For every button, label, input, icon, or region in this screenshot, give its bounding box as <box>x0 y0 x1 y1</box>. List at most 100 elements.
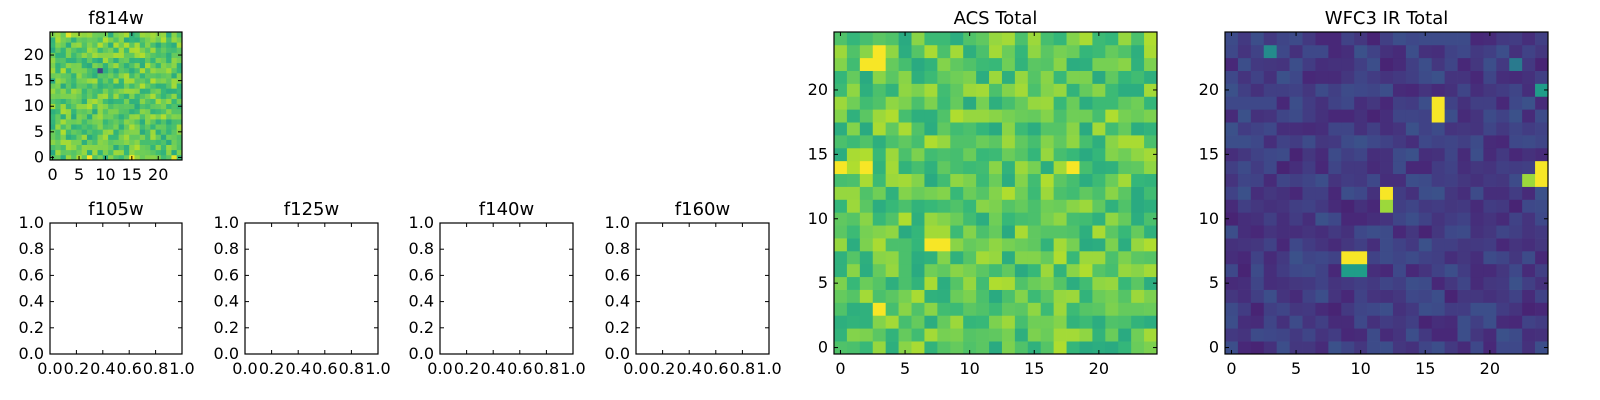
heatmap-cell <box>989 173 1003 187</box>
heatmap-cell <box>1470 186 1484 200</box>
heatmap-cell <box>1118 250 1132 265</box>
heatmap-cell <box>1367 57 1381 71</box>
heatmap-cell <box>1237 160 1252 175</box>
heatmap-cell <box>97 139 104 145</box>
heatmap-cell <box>976 32 990 46</box>
heatmap-cell <box>1457 44 1471 59</box>
heatmap-cell <box>1014 315 1029 329</box>
heatmap-cell <box>129 52 135 58</box>
heatmap-cell <box>1367 83 1381 97</box>
heatmap-cell <box>71 57 77 64</box>
heatmap-cell <box>1328 276 1342 290</box>
heatmap-cell <box>1040 83 1054 97</box>
heatmap-cell <box>171 42 178 48</box>
heatmap-cell <box>1431 225 1445 239</box>
heatmap-cell <box>1328 135 1342 149</box>
heatmap-cell <box>911 83 925 97</box>
heatmap-cell <box>1418 302 1433 316</box>
heatmap-cell <box>134 154 141 161</box>
heatmap-cell <box>1144 160 1158 175</box>
heatmap-cell <box>150 62 156 69</box>
heatmap-cell <box>1131 263 1145 278</box>
heatmap-cell <box>1027 96 1042 110</box>
heatmap-cell <box>1341 57 1355 71</box>
heatmap-cell <box>60 83 67 89</box>
heatmap-cell <box>1263 315 1278 329</box>
heatmap-cell <box>176 67 183 74</box>
heatmap-cell <box>1144 315 1158 329</box>
heatmap-cell <box>1483 70 1497 84</box>
x-tick-label: 0.2 <box>650 359 675 378</box>
heatmap-cell <box>1053 70 1067 84</box>
heatmap-cell <box>1302 328 1316 342</box>
heatmap-cell <box>846 238 861 252</box>
heatmap-cell <box>1237 147 1252 162</box>
heatmap-cell <box>71 52 77 58</box>
heatmap-cell <box>989 289 1003 303</box>
heatmap-cell <box>1131 250 1145 265</box>
heatmap-cell <box>937 147 951 162</box>
heatmap-cell <box>86 154 93 161</box>
heatmap-cell <box>129 93 135 99</box>
axes-frame-wfc3-ir-total <box>1224 31 1549 355</box>
heatmap-cell <box>898 83 912 97</box>
heatmap-cell <box>963 225 977 239</box>
heatmap-cell <box>1040 341 1054 355</box>
heatmap-cell <box>71 113 77 120</box>
heatmap-cell <box>911 32 925 46</box>
heatmap-cell <box>1418 135 1433 149</box>
heatmap-cell <box>1053 302 1067 316</box>
heatmap-cell <box>166 37 172 43</box>
heatmap-cell <box>102 57 109 64</box>
heatmap-cell <box>102 67 109 74</box>
heatmap-cell <box>150 119 156 125</box>
heatmap-cell <box>86 129 93 135</box>
heatmap-cell <box>1431 186 1445 200</box>
heatmap-cell <box>1367 44 1381 59</box>
heatmap-cell <box>950 225 964 239</box>
heatmap-cell <box>898 212 912 226</box>
heatmap-cell <box>1470 341 1484 355</box>
heatmap-cell <box>1483 263 1497 278</box>
heatmap-cell <box>1483 212 1497 226</box>
heatmap-cell <box>1354 160 1368 175</box>
heatmap-cell <box>1483 147 1497 162</box>
heatmap-cell <box>1457 135 1471 149</box>
heatmap-cell <box>65 52 72 58</box>
heatmap-cell <box>1263 212 1278 226</box>
heatmap-cell <box>1237 328 1252 342</box>
heatmap-cell <box>134 93 141 99</box>
heatmap-cell <box>1522 276 1536 290</box>
x-tick-label: 0.0 <box>232 359 257 378</box>
heatmap-cell <box>97 88 104 94</box>
heatmap-cell <box>898 173 912 187</box>
ticks-f105w: 0.0 0.2 0.4 0.6 0.8 1.00.00.20.40.60.81.0 <box>19 213 195 378</box>
heatmap-cell <box>123 42 130 48</box>
heatmap-cell <box>1040 32 1054 46</box>
heatmap-cell <box>1118 238 1132 252</box>
heatmap-cell <box>108 113 114 120</box>
heatmap-cell <box>1470 173 1484 187</box>
heatmap-cell <box>1079 199 1093 213</box>
heatmap-cell <box>1250 147 1265 162</box>
heatmap-cell <box>81 83 88 89</box>
heatmap-cell <box>950 289 964 303</box>
heatmap-cell <box>1040 160 1054 175</box>
heatmap-cell <box>1367 160 1381 175</box>
heatmap-cell <box>1040 57 1054 71</box>
heatmap-cell <box>885 341 899 355</box>
heatmap-cell <box>1263 44 1278 59</box>
heatmap-cell <box>1014 83 1029 97</box>
heatmap-cell <box>1328 109 1342 123</box>
heatmap-cell <box>123 98 130 105</box>
heatmap-cell <box>950 83 964 97</box>
heatmap-cell <box>1066 83 1080 97</box>
heatmap-cell <box>1276 83 1290 97</box>
heatmap-cell <box>55 47 61 53</box>
heatmap-cell <box>1496 225 1510 239</box>
heatmap-cell <box>1470 199 1484 213</box>
heatmap-cell <box>1341 32 1355 46</box>
heatmap-cell <box>937 44 951 59</box>
heatmap-cell <box>1092 83 1106 97</box>
y-tick-label: 5 <box>818 273 828 292</box>
